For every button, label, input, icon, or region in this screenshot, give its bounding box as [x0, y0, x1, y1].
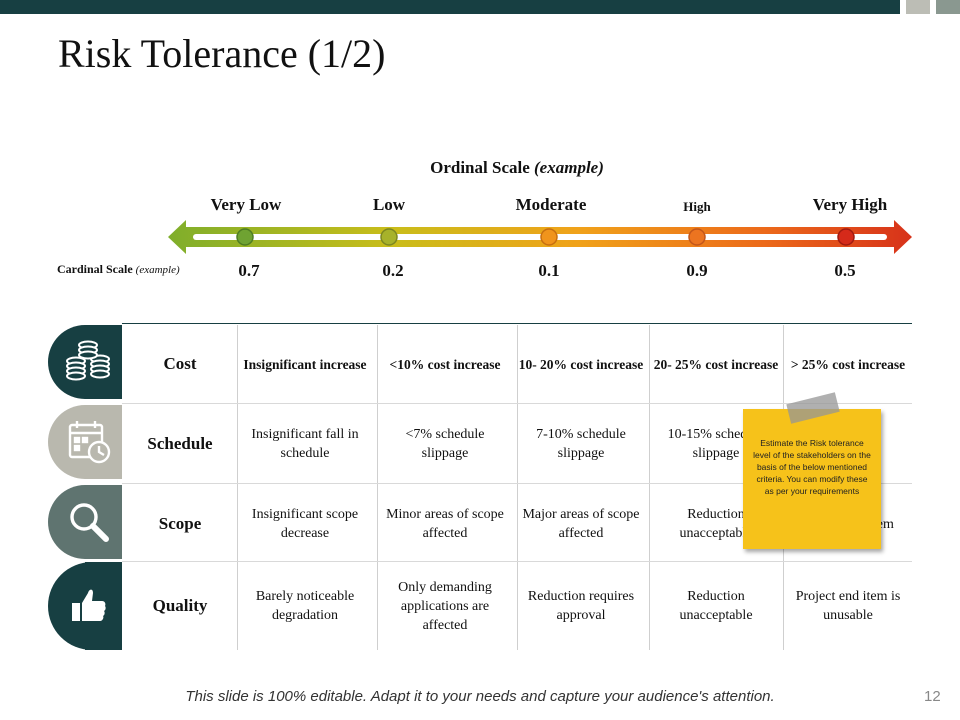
level-very-high: Very High [812, 195, 888, 214]
marker-moderate [540, 228, 558, 246]
table-cell: Barely noticeable degradation [255, 589, 355, 623]
top-accent-bar [0, 0, 900, 14]
table-cell: Only demanding applications are affected [398, 579, 492, 633]
row-category: Schedule [147, 434, 213, 453]
table-cell: Reduction requires approval [527, 589, 635, 623]
footer-text: This slide is 100% editable. Adapt it to… [185, 688, 775, 705]
level-high: High [683, 199, 711, 214]
ordinal-scale-heading: Ordinal Scale (example) [0, 158, 960, 178]
marker-low [380, 228, 398, 246]
table-cell: 7-10% schedule slippage [536, 427, 626, 461]
gradient-scale-arrow [168, 218, 912, 256]
table-cell: Reduction unacceptable [679, 507, 753, 541]
cardinal-value: 0.5 [834, 261, 856, 280]
grid-line [122, 403, 912, 404]
grid-line [237, 325, 238, 650]
cardinal-value: 0.9 [686, 261, 708, 280]
table-cell: Major areas of scope affected [522, 507, 640, 541]
top-accent-square [936, 0, 960, 14]
sticky-note: Estimate the Risk tolerance level of the… [743, 409, 881, 549]
cardinal-value: 0.2 [382, 261, 404, 280]
cardinal-value: 0.1 [538, 261, 560, 280]
table-cell: 20- 25% cost increase [653, 356, 779, 372]
table-cell: Project end item is unusable [795, 589, 901, 623]
marker-very-high [837, 228, 855, 246]
page-number: 12 [924, 688, 941, 705]
thumbs-up-icon [62, 579, 116, 633]
grid-line [649, 325, 650, 650]
table-cell: > 25% cost increase [790, 356, 906, 372]
row-category: Quality [152, 596, 208, 615]
table-cell: 10-15% schedule slippage [667, 427, 765, 461]
table-cell: Insignificant scope decrease [251, 507, 359, 541]
cardinal-scale-example: (example) [135, 264, 180, 276]
level-moderate: Moderate [515, 195, 587, 214]
grid-line [377, 325, 378, 650]
level-very-low: Very Low [210, 195, 282, 214]
table-cell: <10% cost increase [389, 356, 501, 372]
grid-line [517, 325, 518, 650]
grid-line [122, 483, 912, 484]
table-cell: Minor areas of scope affected [386, 507, 504, 541]
top-accent-square [906, 0, 930, 14]
row-pill-ext [85, 485, 122, 559]
table-cell: Insignificant fall in schedule [251, 427, 359, 461]
cardinal-scale-label: Cardinal Scale [57, 262, 133, 276]
row-category: Cost [163, 354, 197, 373]
ordinal-scale-example: (example) [534, 158, 604, 177]
magnifier-icon [62, 495, 116, 549]
level-low: Low [372, 195, 406, 214]
marker-very-low [236, 228, 254, 246]
table-cell: Reduction unacceptable [679, 589, 753, 623]
cardinal-value: 0.7 [238, 261, 260, 280]
slide-title: Risk Tolerance (1/2) [58, 31, 386, 76]
table-cell: 10- 20% cost increase [518, 356, 644, 372]
grid-line [122, 561, 912, 562]
table-top-rule [122, 323, 912, 324]
coins-stack-icon [62, 335, 116, 389]
ordinal-scale-label: Ordinal Scale [430, 158, 530, 177]
calendar-clock-icon [62, 415, 116, 469]
row-category: Scope [158, 514, 202, 533]
cardinal-scale-heading: Cardinal Scale (example) [57, 262, 180, 277]
table-cell: <7% schedule slippage [405, 427, 485, 461]
marker-high [688, 228, 706, 246]
table-cell: Insignificant increase [243, 356, 367, 372]
